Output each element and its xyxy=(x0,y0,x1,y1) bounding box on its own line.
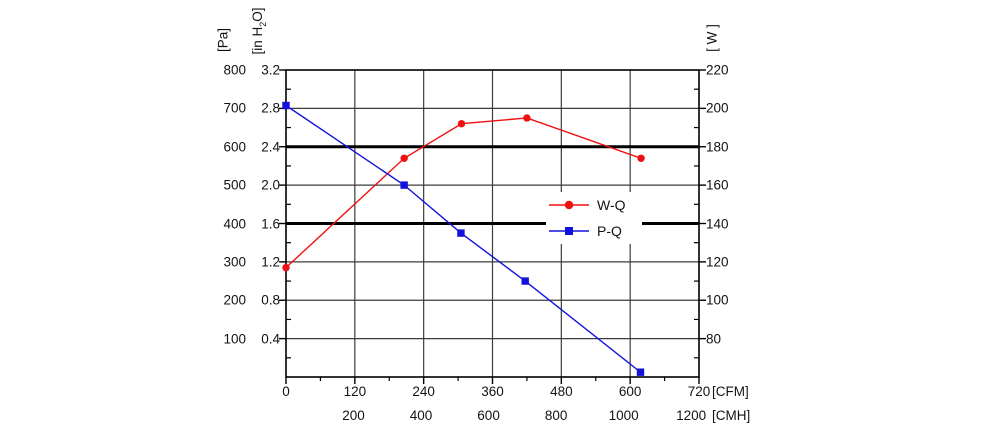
series-w-q-marker xyxy=(637,154,645,162)
inh2o-title-part1: [in H xyxy=(250,26,266,55)
series-p-q-marker xyxy=(521,277,529,285)
series-p-q-marker xyxy=(282,101,290,110)
series-w-q-marker xyxy=(457,120,466,128)
series-w-q-marker xyxy=(282,263,290,272)
left-axis-title-pa: [Pa] xyxy=(215,27,231,53)
legend-label-wq: W-Q xyxy=(597,197,626,213)
series-w-q-marker xyxy=(523,114,531,122)
wq-line-marker-icon xyxy=(549,200,589,210)
legend-label-pq: P-Q xyxy=(597,223,622,239)
series-p-q-marker xyxy=(636,368,645,376)
inh2o-title-subscript: 2 xyxy=(257,21,268,27)
right-axis-title-w: [ W ] xyxy=(704,24,720,52)
bottom-axis-unit-cfm: [CFM] xyxy=(712,384,749,399)
inh2o-title-part2: O] xyxy=(250,7,266,22)
bottom-axis-unit-cmh: [CMH] xyxy=(712,408,751,423)
legend: W-Q P-Q xyxy=(546,192,642,244)
left-axis-title-inh2o: [in H2O] xyxy=(250,7,268,54)
series-p-q-marker xyxy=(457,229,465,237)
series-p-q-marker xyxy=(400,181,408,189)
pq-line-marker-icon xyxy=(549,227,589,235)
legend-item-wq: W-Q xyxy=(546,197,642,213)
legend-item-pq: P-Q xyxy=(546,223,642,239)
series-w-q-marker xyxy=(400,154,408,162)
